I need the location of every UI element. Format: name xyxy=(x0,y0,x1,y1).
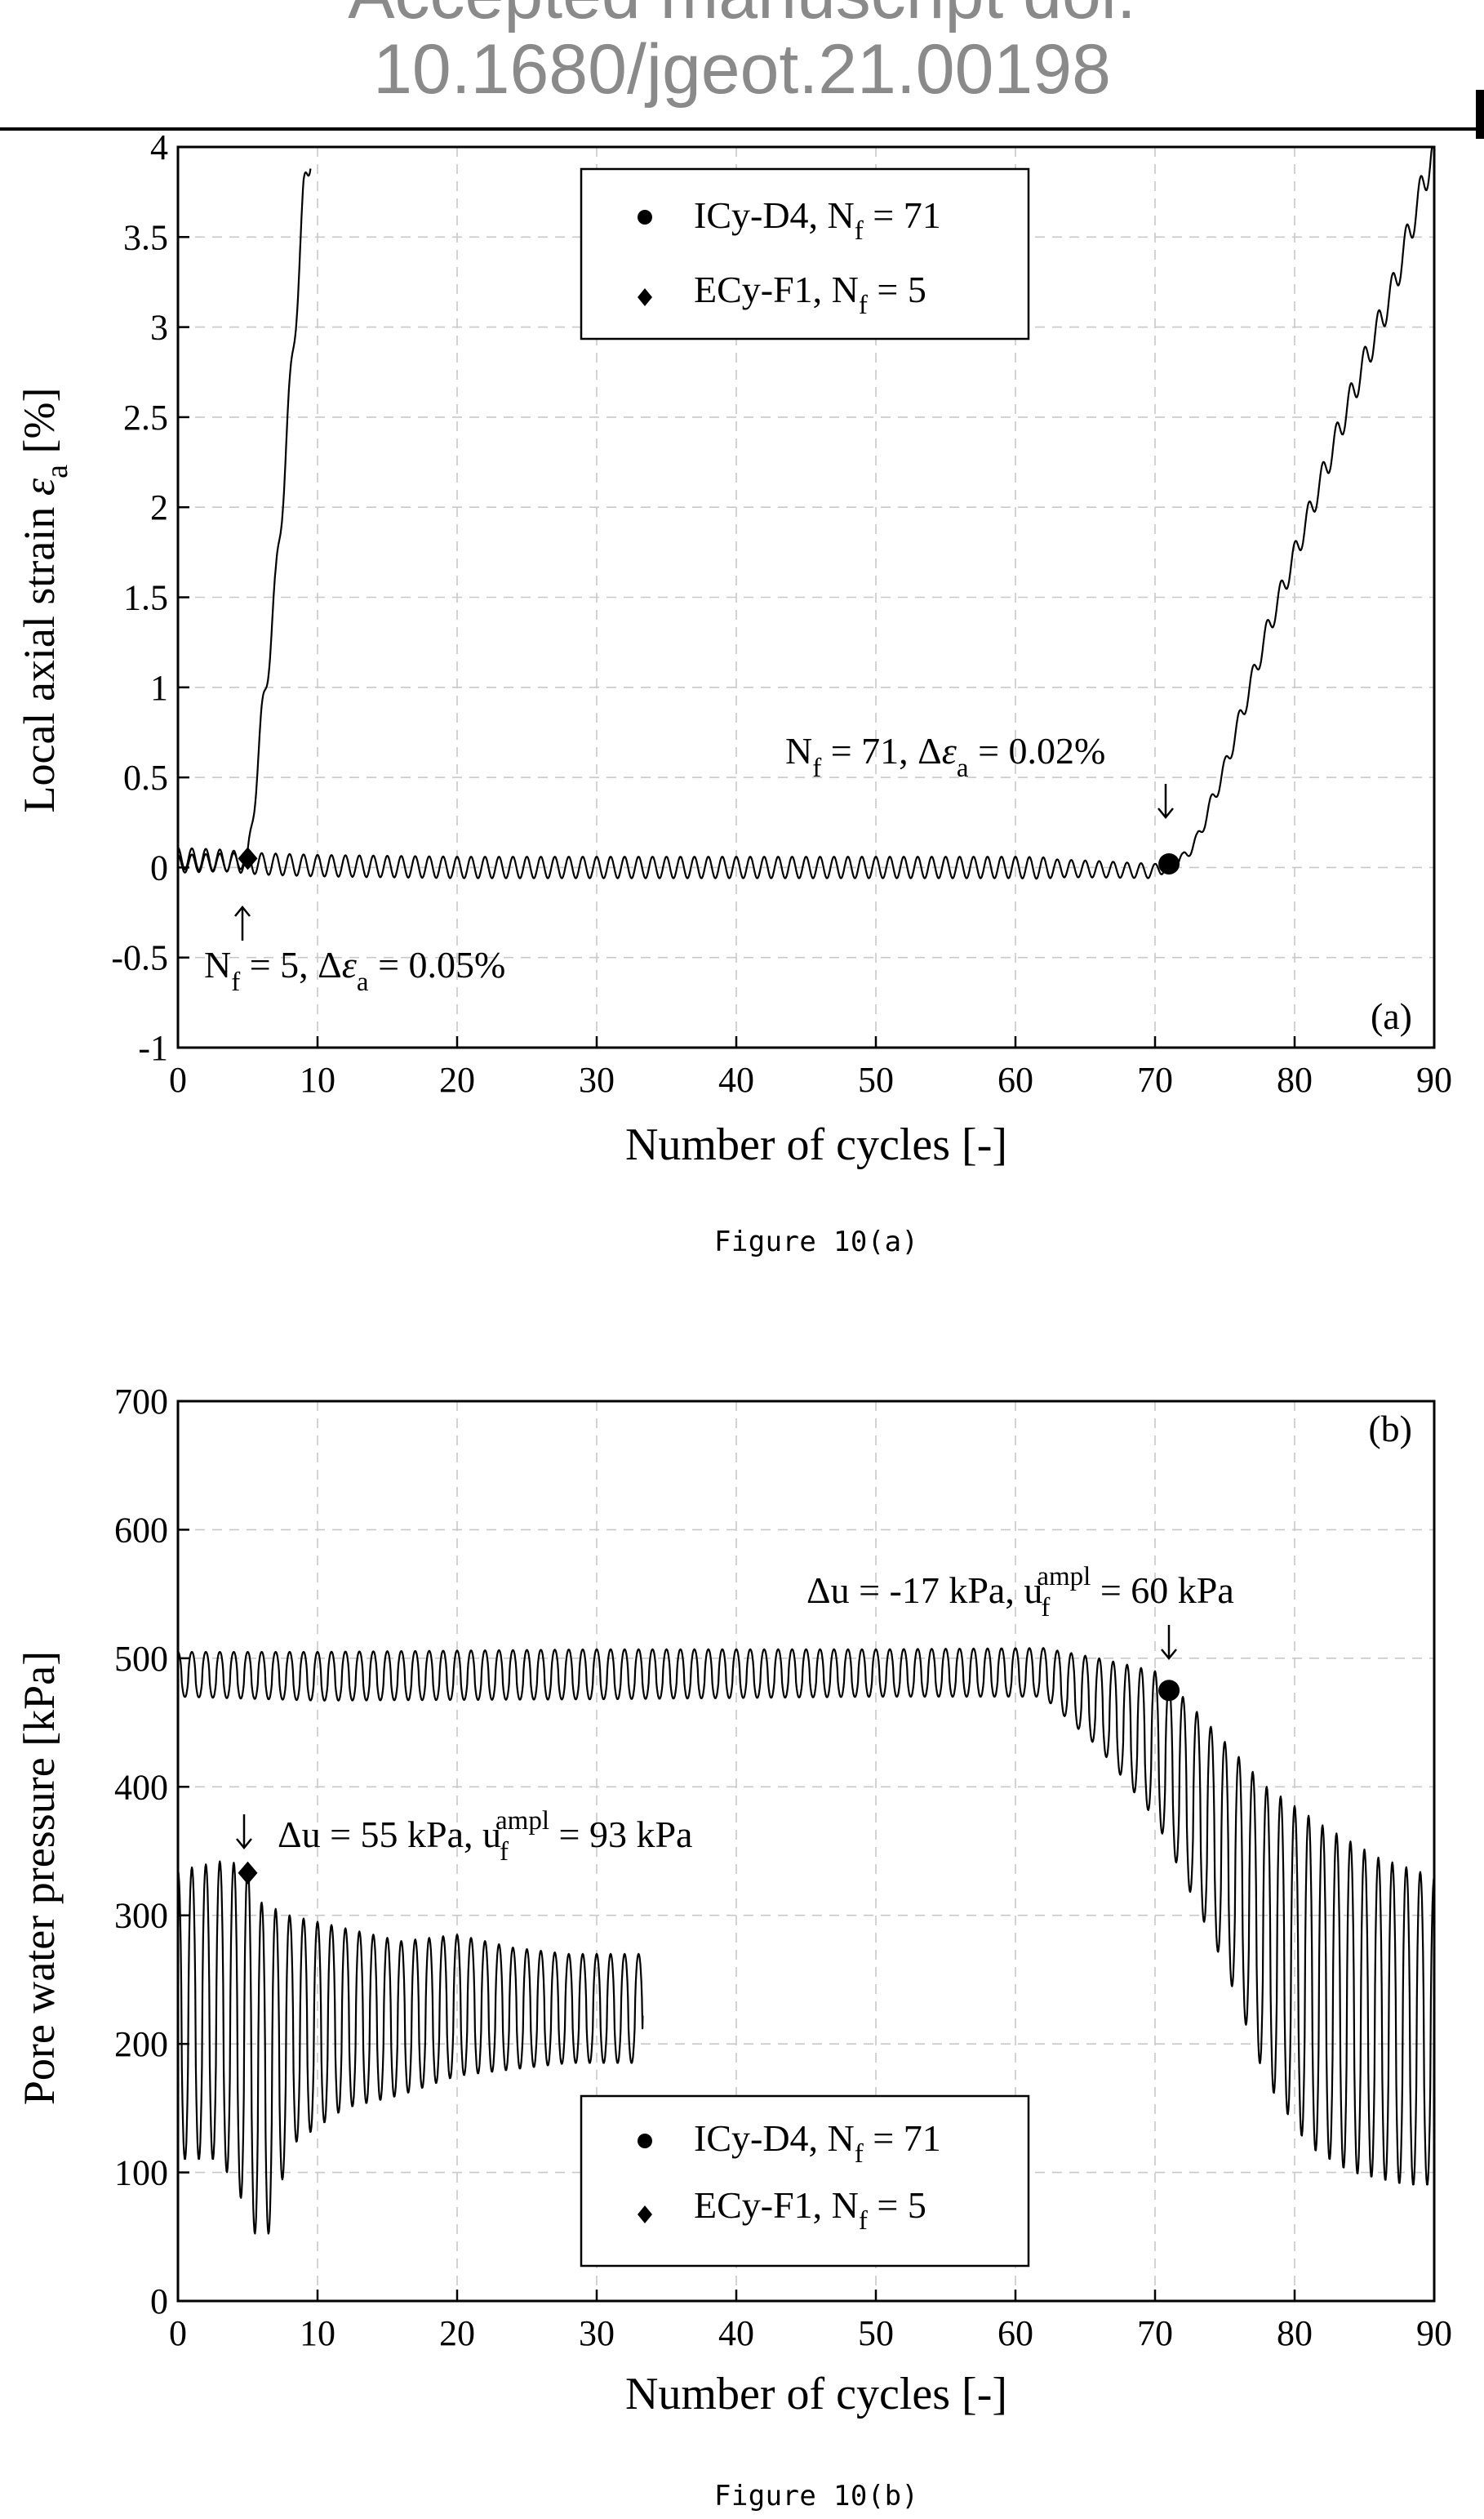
chart-a-ytick-label: 4 xyxy=(150,127,168,167)
chart-b-xlabel: Number of cycles [-] xyxy=(625,2369,1007,2419)
chart-b-markers xyxy=(238,1680,1180,1885)
chart-a-ytick-label: 2.5 xyxy=(123,398,168,438)
chart-a-legend-icy: ICy-D4, Nf = 71 xyxy=(694,194,941,246)
chart-b-legend-circle-icon xyxy=(638,2134,652,2148)
chart-a-failure-point-icy-d4 xyxy=(1158,852,1180,875)
chart-a-series-line-icy-d4 xyxy=(177,145,1435,880)
chart-a-xtick-label: 60 xyxy=(997,1060,1033,1100)
header-edge-mark xyxy=(1476,90,1484,139)
chart-a-ytick-label: 1.5 xyxy=(123,578,168,618)
chart-a-arrow-down-icon xyxy=(1157,784,1174,819)
chart-a-legend-circle-icon xyxy=(638,210,652,225)
chart-b-panel-label: (b) xyxy=(1368,1408,1412,1449)
chart-a-xtick-label: 70 xyxy=(1137,1060,1173,1100)
chart-b-xtick-label: 60 xyxy=(997,2313,1033,2353)
chart-a-xtick-label: 10 xyxy=(300,1060,335,1100)
chart-a: 0 10 20 30 40 50 60 70 80 90 -1 -0.5 0 0.5 1 1.5 2 2.5 3 3.… xyxy=(15,127,1452,1258)
chart-a-panel-label: (a) xyxy=(1371,995,1412,1037)
chart-b-xtick-label: 70 xyxy=(1137,2313,1173,2353)
chart-a-caption: Figure 10(a) xyxy=(714,1226,918,1258)
chart-b-xtick-label: 90 xyxy=(1416,2313,1452,2353)
chart-a-legend-ecy: ECy-F1, Nf = 5 xyxy=(694,269,926,320)
chart-a-ytick-label: 2 xyxy=(150,487,168,527)
chart-a-ytick-label: 3 xyxy=(150,308,168,348)
chart-b-frame xyxy=(176,1400,1436,2303)
chart-a-ylabel: Local axial strain εa [%] xyxy=(15,388,74,813)
chart-b-annotation-icy: Δu = -17 kPa, ufampl = 60 kPa xyxy=(806,1562,1234,1622)
chart-a-annotation-ecy: Nf = 5, Δεa = 0.05% xyxy=(204,944,505,997)
header-line-1: Accepted manuscript doi: xyxy=(0,0,1484,29)
chart-a-markers xyxy=(238,847,1180,875)
chart-a-grid xyxy=(178,147,1434,1048)
chart-b-ytick-label: 700 xyxy=(114,1382,168,1422)
chart-a-xtick-label: 90 xyxy=(1416,1060,1452,1100)
chart-b-series-line-icy-d4 xyxy=(177,1647,1436,2186)
chart-b-xtick-label: 50 xyxy=(858,2313,894,2353)
chart-a-xtick-label: 0 xyxy=(169,1060,187,1100)
chart-a-legend-box xyxy=(580,167,1030,340)
chart-b-xtick-label: 30 xyxy=(579,2313,615,2353)
chart-a-xtick-label: 50 xyxy=(858,1060,894,1100)
chart-b-ticks: 0 10 20 30 40 50 60 70 80 90 0 100 200 300 400 500 600 70… xyxy=(114,1382,1452,2353)
chart-b-arrow-down-icon-icy xyxy=(1161,1625,1177,1660)
chart-b-grid xyxy=(178,1401,1434,2301)
chart-b-ytick-label: 0 xyxy=(150,2281,168,2321)
chart-a-legend-diamond-icon xyxy=(638,288,652,306)
chart-a-xtick-label: 40 xyxy=(718,1060,754,1100)
chart-b-series xyxy=(176,1647,1436,2235)
chart-b-xtick-label: 0 xyxy=(169,2313,187,2353)
chart-a-ytick-label: 3.5 xyxy=(123,217,168,257)
chart-a-failure-point-ecy-f1 xyxy=(238,847,258,870)
chart-a-ytick-label: 1 xyxy=(150,668,168,708)
chart-b-legend: ICy-D4, Nf = 71 ECy-F1, Nf = 5 xyxy=(580,2094,1030,2268)
chart-b-xtick-label: 20 xyxy=(439,2313,475,2353)
chart-b-failure-point-icy-d4 xyxy=(1158,1680,1180,1702)
chart-b-ytick-label: 600 xyxy=(114,1510,168,1550)
chart-a-ytick-label: 0.5 xyxy=(123,758,168,798)
chart-b-ytick-label: 200 xyxy=(114,2024,168,2064)
chart-a-annotation-icy: Nf = 71, Δεa = 0.02% xyxy=(785,730,1105,783)
chart-a-legend: ICy-D4, Nf = 71 ECy-F1, Nf = 5 xyxy=(580,167,1030,340)
chart-b-xtick-label: 40 xyxy=(718,2313,754,2353)
chart-a-ytick-label: -0.5 xyxy=(111,938,168,978)
chart-b-failure-point-ecy-f1 xyxy=(238,1861,258,1885)
chart-b-annotation-ecy: Δu = 55 kPa, ufampl = 93 kPa xyxy=(278,1806,692,1867)
header-rule xyxy=(0,127,1484,131)
chart-a-xtick-label: 30 xyxy=(579,1060,615,1100)
chart-b-xtick-label: 80 xyxy=(1277,2313,1313,2353)
chart-b-caption: Figure 10(b) xyxy=(714,2480,918,2512)
chart-b-ytick-label: 400 xyxy=(114,1767,168,1807)
header-doi: 10.1680/jgeot.21.00198 xyxy=(373,30,1111,109)
chart-b-arrow-down-icon-ecy xyxy=(236,1814,252,1849)
chart-b-legend-diamond-icon xyxy=(638,2205,652,2223)
chart-b-ytick-label: 100 xyxy=(114,2153,168,2193)
chart-b-legend-box xyxy=(580,2094,1030,2268)
chart-a-ticks: 0 10 20 30 40 50 60 70 80 90 -1 -0.5 0 0.5 1 1.5 2 2.5 3 3.… xyxy=(111,127,1452,1100)
chart-a-ytick-label: 0 xyxy=(150,848,168,888)
chart-a-arrow-up-icon xyxy=(234,906,251,941)
chart-a-ytick-label: -1 xyxy=(138,1028,168,1068)
chart-a-xtick-label: 20 xyxy=(439,1060,475,1100)
chart-b-ytick-label: 500 xyxy=(114,1639,168,1679)
chart-b-legend-ecy: ECy-F1, Nf = 5 xyxy=(694,2184,926,2236)
chart-a-xtick-label: 80 xyxy=(1277,1060,1313,1100)
chart-b-series-line-ecy-f1 xyxy=(176,1860,644,2235)
chart-b-ylabel: Pore water pressure [kPa] xyxy=(15,1651,64,2105)
chart-b-ytick-label: 300 xyxy=(114,1896,168,1936)
chart-b-xtick-label: 10 xyxy=(300,2313,335,2353)
chart-a-xlabel: Number of cycles [-] xyxy=(625,1119,1007,1170)
chart-b-legend-icy: ICy-D4, Nf = 71 xyxy=(694,2117,941,2169)
